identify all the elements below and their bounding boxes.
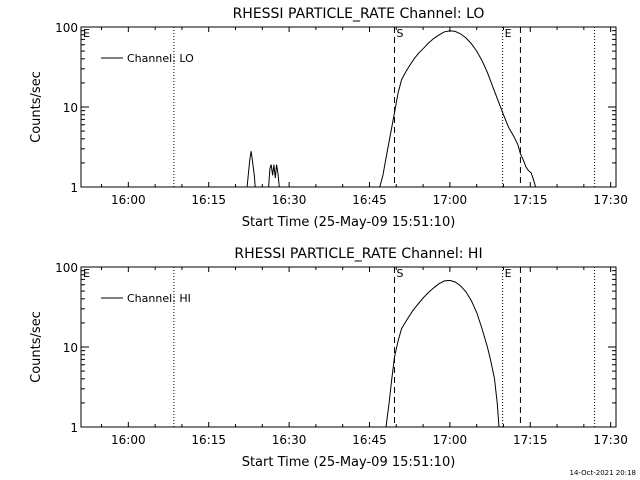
- x-tick-label: 16:30: [272, 433, 307, 447]
- chart-title: RHESSI PARTICLE_RATE Channel: HI: [234, 246, 482, 262]
- legend-entry: Channel: LO: [127, 52, 194, 65]
- chart-panel-lo: RHESSI PARTICLE_RATE Channel: LO 16:00 16:…: [29, 6, 628, 230]
- x-tick-label: 16:00: [111, 193, 146, 207]
- footer-timestamp: 14-Oct-2021 20:18: [570, 469, 636, 477]
- x-tick-label: 17:15: [513, 193, 548, 207]
- x-tick-label: 16:15: [191, 433, 226, 447]
- x-axis-label: Start Time (25-May-09 15:51:10): [242, 215, 456, 230]
- event-marker-label: E: [83, 267, 90, 280]
- x-tick-label: 17:00: [433, 433, 468, 447]
- x-tick-label: 17:15: [513, 433, 548, 447]
- y-tick-label: 100: [55, 21, 78, 35]
- y-axis-label: Counts/sec: [29, 71, 44, 143]
- x-tick-label: 16:30: [272, 193, 307, 207]
- event-marker-label: S: [396, 267, 403, 280]
- plot-frame: [80, 26, 617, 188]
- x-tick-label: 16:15: [191, 193, 226, 207]
- chart-title: RHESSI PARTICLE_RATE Channel: LO: [233, 6, 485, 22]
- series-line-segment: [379, 30, 537, 188]
- event-marker-label: E: [505, 27, 512, 40]
- series-line-segment: [268, 164, 280, 188]
- y-axis-label: Counts/sec: [29, 311, 44, 383]
- y-tick-label: 1: [70, 421, 78, 435]
- y-tick-label: 10: [63, 101, 78, 115]
- x-axis-label: Start Time (25-May-09 15:51:10): [242, 455, 456, 470]
- x-tick-label: 17:30: [593, 433, 628, 447]
- x-tick-label: 16:45: [352, 193, 387, 207]
- y-tick-label: 100: [55, 261, 78, 275]
- chart-panel-hi: RHESSI PARTICLE_RATE Channel: HI 16:00 16:…: [29, 246, 628, 470]
- event-marker-label: E: [505, 267, 512, 280]
- x-tick-label: 16:45: [352, 433, 387, 447]
- x-tick-label: 17:30: [593, 193, 628, 207]
- x-tick-label: 17:00: [433, 193, 468, 207]
- legend-entry: Channel: HI: [127, 292, 191, 305]
- x-tick-label: 16:00: [111, 433, 146, 447]
- y-tick-label: 1: [70, 181, 78, 195]
- series-line-segment: [385, 279, 500, 428]
- event-marker-label: S: [396, 27, 403, 40]
- plot-frame: [80, 266, 617, 428]
- series-line-segment: [246, 151, 256, 188]
- y-tick-label: 10: [63, 341, 78, 355]
- event-marker-label: E: [83, 27, 90, 40]
